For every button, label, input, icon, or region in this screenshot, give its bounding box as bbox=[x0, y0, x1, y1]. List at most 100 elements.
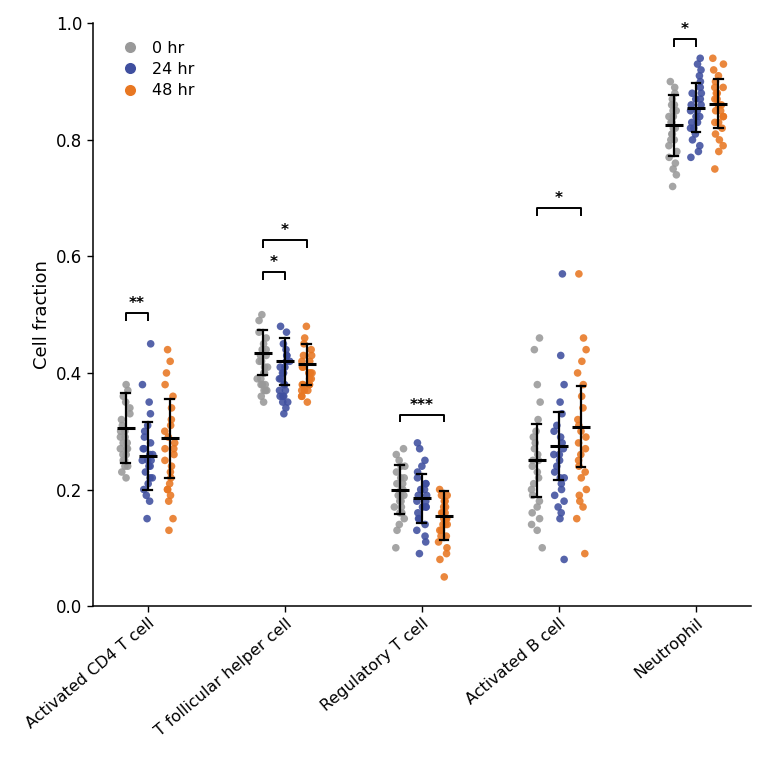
Point bbox=[117, 437, 129, 449]
Point bbox=[710, 87, 722, 99]
Point bbox=[398, 472, 410, 484]
Point bbox=[168, 443, 180, 455]
Point bbox=[666, 93, 679, 106]
Point bbox=[664, 75, 676, 88]
Point bbox=[416, 501, 429, 514]
Point bbox=[420, 501, 432, 514]
Point bbox=[396, 507, 408, 519]
Point bbox=[159, 425, 171, 437]
Point bbox=[276, 396, 289, 409]
Point bbox=[707, 52, 719, 64]
Point bbox=[296, 385, 308, 396]
Point bbox=[274, 390, 286, 402]
Point bbox=[303, 367, 315, 379]
Point bbox=[553, 454, 566, 466]
Point bbox=[165, 413, 177, 426]
Point bbox=[168, 448, 180, 461]
Point bbox=[580, 483, 593, 496]
Point bbox=[708, 82, 721, 94]
Point bbox=[550, 460, 563, 472]
Point bbox=[709, 75, 721, 88]
Point bbox=[526, 518, 538, 531]
Point bbox=[440, 513, 452, 525]
Point bbox=[668, 134, 680, 146]
Point bbox=[665, 117, 677, 129]
Point bbox=[253, 315, 265, 327]
Point bbox=[577, 378, 590, 391]
Point bbox=[526, 507, 539, 519]
Point bbox=[573, 490, 585, 502]
Point bbox=[691, 105, 704, 117]
Point bbox=[394, 507, 406, 519]
Point bbox=[146, 472, 159, 484]
Point bbox=[550, 420, 563, 432]
Point bbox=[667, 110, 680, 123]
Point bbox=[140, 490, 152, 502]
Point bbox=[548, 448, 560, 461]
Point bbox=[115, 425, 127, 437]
Point bbox=[296, 378, 309, 391]
Point bbox=[115, 430, 127, 443]
Point bbox=[437, 501, 450, 514]
Point bbox=[116, 420, 128, 432]
Point bbox=[439, 518, 451, 531]
Point bbox=[439, 507, 451, 519]
Point bbox=[277, 367, 289, 379]
Point bbox=[548, 425, 560, 437]
Text: *: * bbox=[555, 190, 563, 206]
Point bbox=[306, 367, 318, 379]
Point bbox=[144, 472, 156, 484]
Point bbox=[711, 93, 723, 106]
Point bbox=[437, 507, 449, 519]
Point bbox=[413, 443, 426, 455]
Point bbox=[533, 454, 545, 466]
Point bbox=[712, 70, 724, 82]
Point bbox=[531, 501, 543, 514]
Point bbox=[255, 378, 267, 391]
Point bbox=[534, 396, 546, 409]
Point bbox=[397, 443, 409, 455]
Point bbox=[420, 477, 432, 490]
Point bbox=[576, 355, 588, 368]
Point bbox=[665, 134, 677, 146]
Point bbox=[258, 385, 270, 396]
Point bbox=[119, 430, 132, 443]
Point bbox=[278, 390, 290, 402]
Point bbox=[411, 472, 423, 484]
Point bbox=[435, 524, 447, 536]
Point bbox=[255, 350, 267, 362]
Point bbox=[573, 454, 585, 466]
Point bbox=[138, 483, 150, 496]
Point bbox=[393, 454, 406, 466]
Point bbox=[274, 320, 286, 333]
Point bbox=[686, 87, 698, 99]
Point bbox=[259, 367, 271, 379]
Point bbox=[528, 443, 540, 455]
Point bbox=[142, 460, 155, 472]
Point bbox=[529, 437, 541, 449]
Point bbox=[389, 542, 402, 554]
Point bbox=[145, 454, 157, 466]
Point bbox=[299, 332, 311, 344]
Point bbox=[281, 350, 293, 362]
Point bbox=[527, 430, 539, 443]
Point bbox=[570, 513, 583, 525]
Point bbox=[556, 408, 568, 420]
Point bbox=[273, 373, 286, 385]
Point bbox=[575, 472, 587, 484]
Point bbox=[159, 454, 171, 466]
Point bbox=[667, 163, 680, 176]
Point bbox=[711, 87, 724, 99]
Point bbox=[398, 513, 410, 525]
Point bbox=[411, 437, 423, 449]
Point bbox=[124, 402, 136, 414]
Point bbox=[275, 373, 287, 385]
Point bbox=[120, 472, 132, 484]
Point bbox=[255, 373, 267, 385]
Point bbox=[437, 513, 450, 525]
Point bbox=[709, 93, 721, 106]
Point bbox=[526, 460, 539, 472]
Point bbox=[420, 536, 432, 549]
Point bbox=[669, 122, 681, 134]
Text: ***: *** bbox=[684, 0, 708, 8]
